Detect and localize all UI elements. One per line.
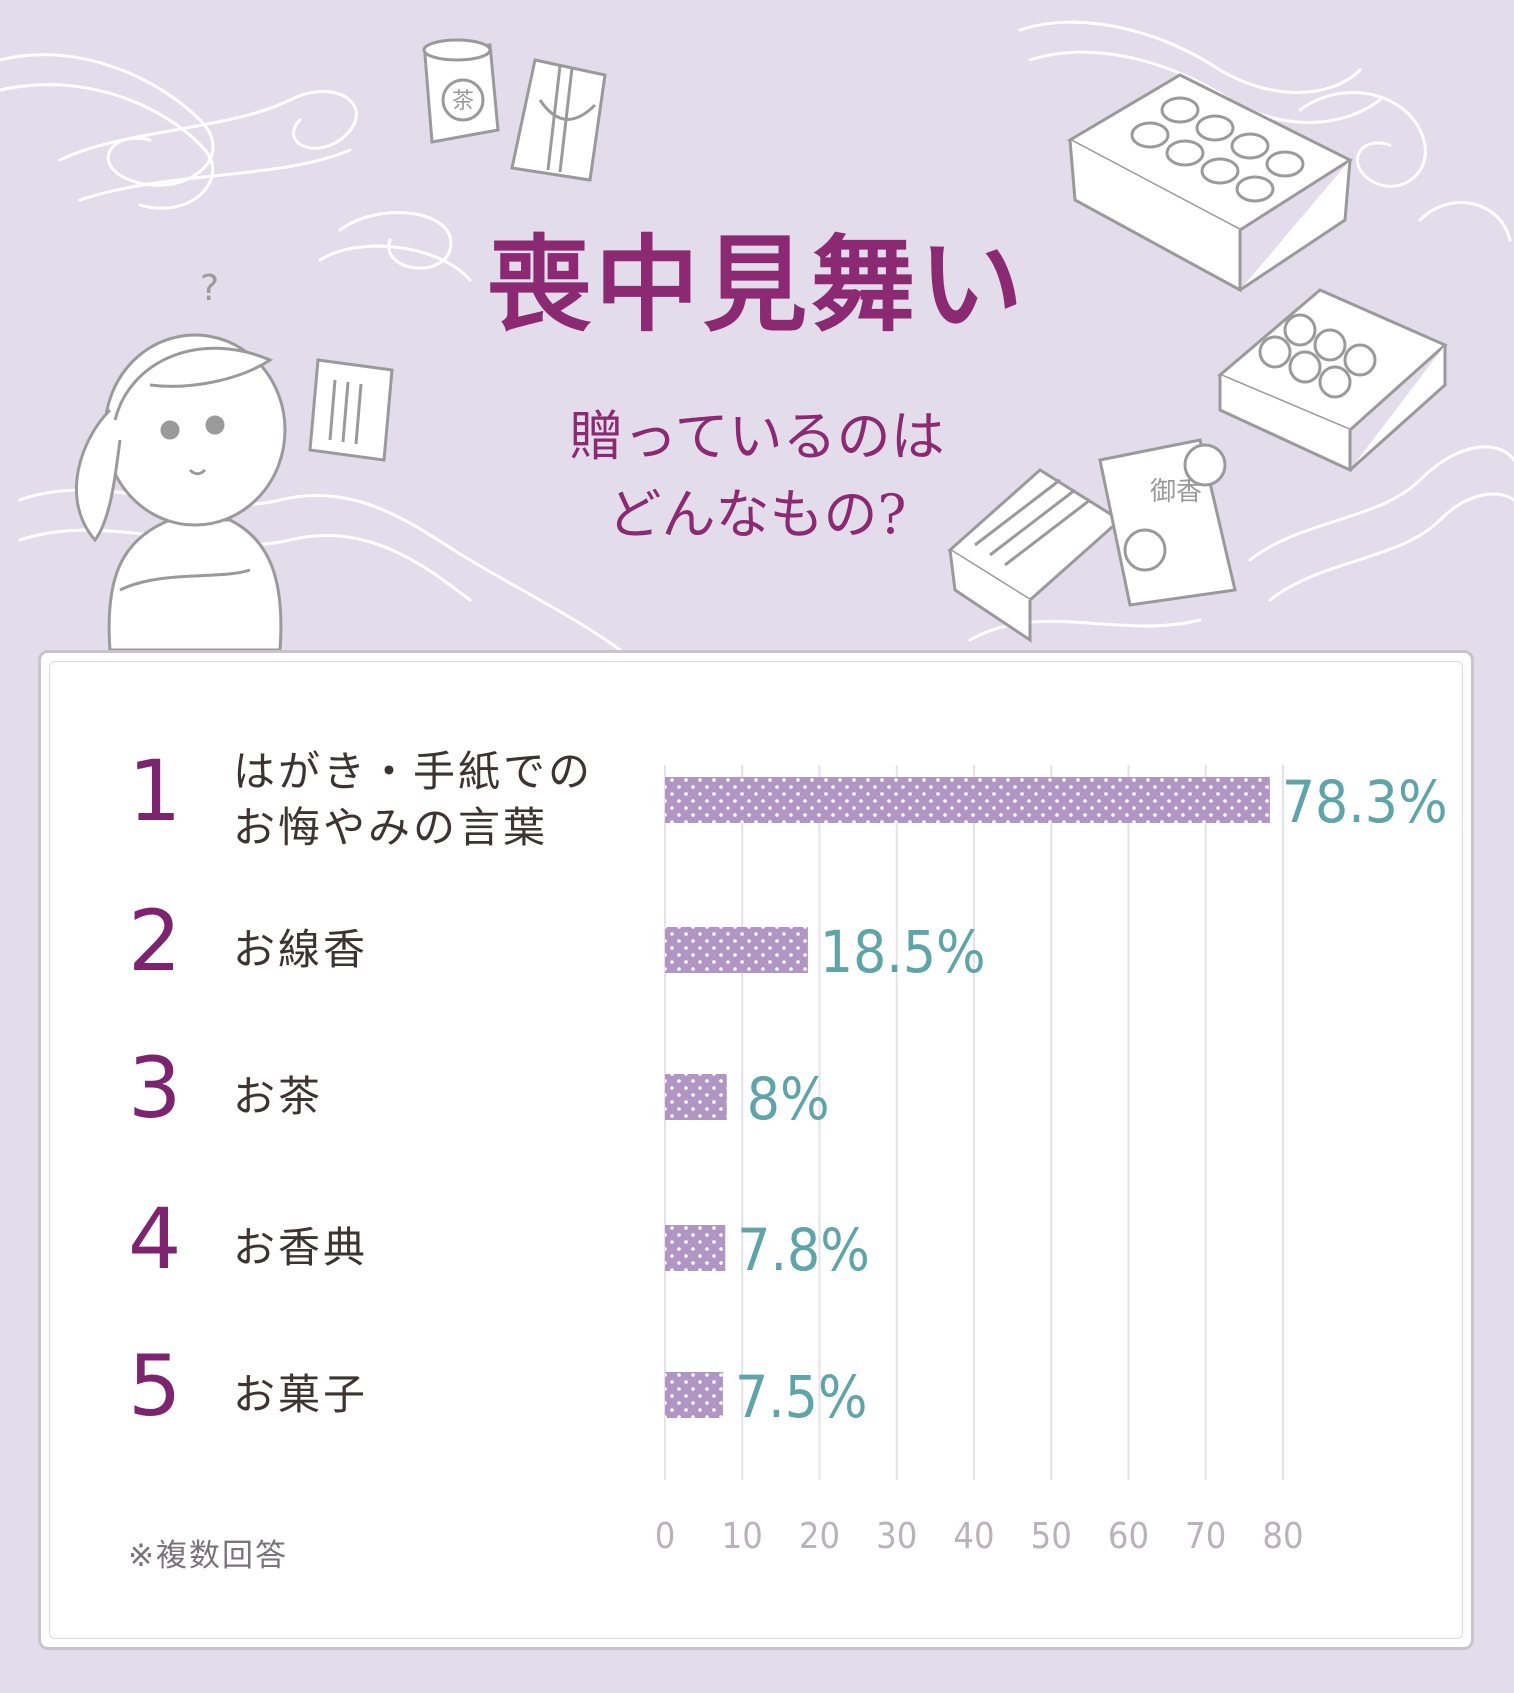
x-tick-label: 30 — [876, 1516, 917, 1557]
x-tick-label: 10 — [722, 1516, 763, 1557]
rank-number: 1 — [128, 742, 182, 840]
bar — [665, 777, 1270, 823]
bar-value-label: 18.5% — [820, 918, 986, 986]
postcard-icon — [308, 358, 394, 462]
category-label-line: お線香 — [233, 925, 369, 974]
bar-value-label: 8% — [747, 1065, 830, 1133]
category-label: お菓子 — [233, 1367, 368, 1423]
rank-number: 3 — [128, 1039, 182, 1137]
x-tick-label: 80 — [1262, 1516, 1303, 1557]
category-label-line: はがき・手紙での — [233, 747, 594, 796]
footnote: ※複数回答 — [128, 1538, 288, 1574]
bar-value-label: 7.8% — [737, 1216, 870, 1284]
category-label-line: お悔やみの言葉 — [233, 803, 549, 852]
rank-number: 4 — [128, 1190, 182, 1288]
sweets-basket-icon — [1066, 73, 1354, 293]
incense-box-icon: 御香 — [947, 438, 1237, 643]
category-label-line: お茶 — [233, 1072, 324, 1121]
x-tick-label: 70 — [1185, 1516, 1226, 1557]
category-label-line: お香典 — [233, 1223, 369, 1272]
x-tick-label: 60 — [1108, 1516, 1149, 1557]
condolence-envelope-icon — [510, 58, 607, 182]
x-tick-label: 50 — [1031, 1516, 1072, 1557]
rank-number: 5 — [128, 1337, 182, 1435]
svg-text:?: ? — [200, 268, 219, 309]
bar — [665, 927, 808, 973]
tea-can-icon: 茶 — [422, 38, 500, 144]
rank-number: 2 — [128, 892, 182, 990]
category-label: お香典 — [233, 1220, 368, 1276]
bar-value-label: 78.3% — [1282, 768, 1448, 836]
x-tick-label: 20 — [799, 1516, 840, 1557]
svg-text:茶: 茶 — [452, 89, 474, 114]
gift-illustrations: 茶 ? — [74, 38, 1448, 652]
page-title: 喪中見舞い — [486, 223, 1027, 346]
x-tick-label: 0 — [655, 1516, 676, 1557]
bar-value-label: 7.5% — [735, 1363, 868, 1431]
page-subtitle-line1: 贈っているのは — [569, 405, 945, 468]
x-tick-label: 40 — [953, 1516, 994, 1557]
bar — [665, 1372, 723, 1418]
background-illustration: 茶 ? — [0, 20, 1514, 652]
category-label: はがき・手紙での お悔やみの言葉 — [233, 744, 593, 856]
bar-chart: 78.3% 18.5% 8% 7.8% 7.5% 0 10 20 30 40 50 60 70 80 — [655, 765, 1448, 1557]
category-label: お茶 — [233, 1069, 323, 1125]
category-label: お線香 — [233, 922, 368, 978]
bar — [665, 1225, 726, 1271]
sweets-box-icon — [1217, 288, 1448, 473]
page-subtitle-line2: どんなもの? — [607, 483, 907, 546]
category-label-line: お菓子 — [233, 1370, 369, 1419]
bar — [665, 1074, 727, 1120]
thinking-woman-icon: ? — [74, 268, 287, 652]
